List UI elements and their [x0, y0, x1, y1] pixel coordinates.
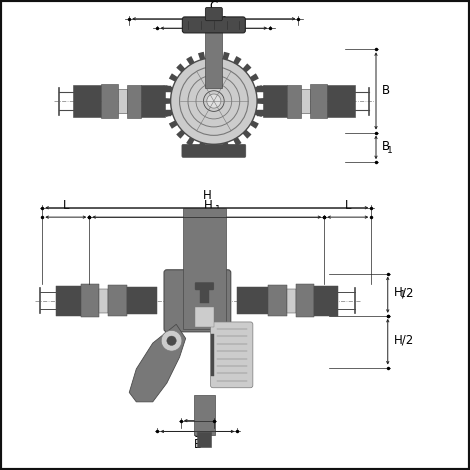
Text: 1: 1 [387, 146, 393, 155]
FancyBboxPatch shape [195, 307, 214, 327]
FancyBboxPatch shape [205, 8, 222, 21]
FancyBboxPatch shape [163, 110, 171, 116]
FancyBboxPatch shape [237, 287, 268, 314]
FancyBboxPatch shape [327, 85, 355, 117]
Wedge shape [214, 101, 251, 139]
FancyBboxPatch shape [287, 289, 296, 313]
Text: C: C [210, 0, 218, 13]
Text: H: H [203, 189, 211, 202]
FancyBboxPatch shape [200, 287, 209, 303]
Wedge shape [198, 101, 214, 150]
Wedge shape [198, 52, 214, 101]
FancyBboxPatch shape [56, 286, 81, 316]
Wedge shape [214, 101, 230, 150]
FancyBboxPatch shape [268, 285, 287, 316]
FancyBboxPatch shape [197, 432, 212, 446]
FancyBboxPatch shape [141, 85, 164, 117]
FancyBboxPatch shape [163, 86, 171, 92]
FancyBboxPatch shape [211, 334, 214, 376]
Wedge shape [211, 101, 217, 151]
FancyBboxPatch shape [257, 86, 265, 92]
FancyBboxPatch shape [263, 85, 287, 117]
FancyBboxPatch shape [81, 284, 99, 317]
Wedge shape [164, 85, 214, 101]
FancyBboxPatch shape [182, 144, 246, 157]
FancyBboxPatch shape [108, 285, 127, 316]
FancyBboxPatch shape [205, 31, 222, 87]
FancyBboxPatch shape [211, 322, 253, 388]
Wedge shape [214, 56, 242, 101]
Text: H/2: H/2 [393, 333, 414, 346]
Text: 1: 1 [222, 16, 228, 25]
FancyBboxPatch shape [314, 286, 338, 316]
Text: d: d [194, 427, 201, 440]
FancyBboxPatch shape [301, 89, 310, 113]
Wedge shape [169, 101, 214, 129]
Wedge shape [214, 85, 263, 101]
Circle shape [207, 94, 221, 108]
Circle shape [161, 330, 182, 351]
Text: H: H [204, 199, 212, 212]
FancyBboxPatch shape [127, 85, 141, 118]
Text: 1: 1 [215, 205, 221, 214]
Text: L: L [63, 199, 69, 212]
Wedge shape [214, 98, 264, 104]
FancyBboxPatch shape [257, 110, 265, 116]
FancyBboxPatch shape [73, 85, 101, 117]
Wedge shape [214, 101, 242, 146]
Wedge shape [214, 101, 263, 117]
Wedge shape [214, 52, 230, 101]
Polygon shape [129, 324, 186, 402]
FancyBboxPatch shape [118, 89, 127, 113]
Text: B: B [382, 140, 390, 153]
FancyBboxPatch shape [194, 395, 215, 435]
Circle shape [167, 336, 176, 345]
Circle shape [171, 58, 257, 144]
Text: E: E [194, 438, 201, 451]
Wedge shape [214, 73, 259, 101]
FancyBboxPatch shape [99, 289, 108, 313]
Wedge shape [214, 101, 259, 129]
FancyBboxPatch shape [182, 17, 245, 33]
Wedge shape [211, 51, 217, 101]
Wedge shape [186, 56, 214, 101]
Text: B: B [382, 85, 390, 97]
FancyBboxPatch shape [101, 84, 118, 118]
Text: L: L [345, 199, 351, 212]
FancyBboxPatch shape [164, 270, 231, 332]
Wedge shape [176, 101, 214, 139]
Text: C: C [211, 10, 219, 24]
Wedge shape [186, 101, 214, 146]
FancyBboxPatch shape [287, 85, 301, 118]
FancyBboxPatch shape [310, 84, 327, 118]
Wedge shape [164, 98, 214, 104]
FancyBboxPatch shape [195, 282, 214, 290]
Text: 1: 1 [400, 290, 405, 299]
Wedge shape [176, 63, 214, 101]
Wedge shape [169, 73, 214, 101]
FancyBboxPatch shape [296, 284, 314, 317]
FancyBboxPatch shape [183, 208, 226, 329]
FancyBboxPatch shape [127, 287, 157, 314]
Wedge shape [164, 101, 214, 117]
Text: H: H [393, 286, 402, 299]
Wedge shape [214, 63, 251, 101]
Text: /2: /2 [402, 286, 413, 299]
